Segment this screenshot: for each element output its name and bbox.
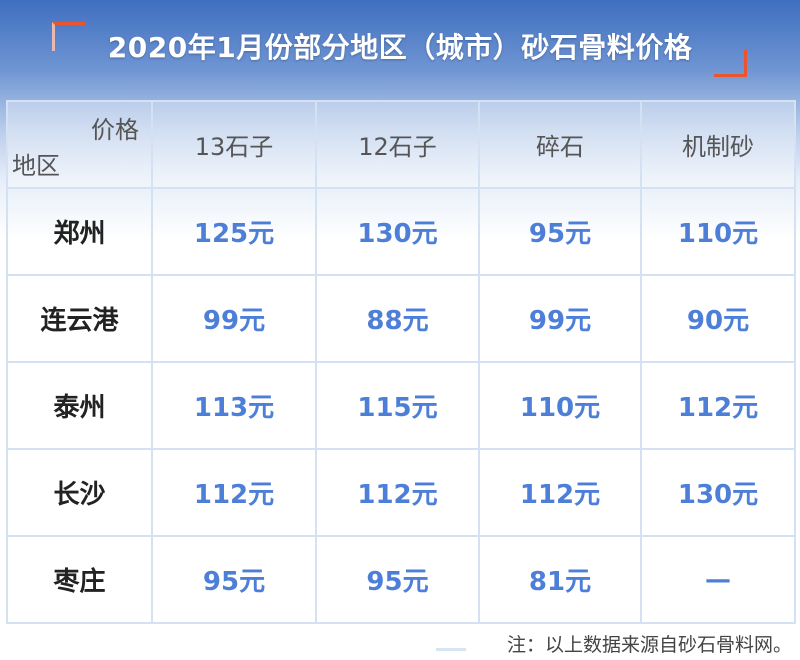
price-cell: 112元 bbox=[640, 361, 796, 450]
table-row: 枣庄 95元 95元 81元 — bbox=[6, 535, 796, 624]
city-cell: 枣庄 bbox=[6, 535, 153, 624]
price-cell: — bbox=[640, 535, 796, 624]
corner-region-label: 地区 bbox=[12, 152, 60, 180]
price-cell: 99元 bbox=[151, 274, 317, 363]
city-cell: 连云港 bbox=[6, 274, 153, 363]
column-header: 碎石 bbox=[478, 100, 642, 189]
column-header: 13石子 bbox=[151, 100, 317, 189]
price-cell: 112元 bbox=[315, 448, 480, 537]
price-cell: 115元 bbox=[315, 361, 480, 450]
city-cell: 郑州 bbox=[6, 187, 153, 276]
price-cell: 110元 bbox=[478, 361, 642, 450]
price-table: 价格 地区 13石子 12石子 碎石 机制砂 郑州 125元 130元 95元 … bbox=[6, 100, 796, 624]
price-cell: 113元 bbox=[151, 361, 317, 450]
price-cell: 95元 bbox=[315, 535, 480, 624]
table-row: 郑州 125元 130元 95元 110元 bbox=[6, 187, 796, 276]
table-row: 长沙 112元 112元 112元 130元 bbox=[6, 448, 796, 537]
source-note: 注：以上数据来源自砂石骨料网。 bbox=[506, 634, 792, 656]
price-cell: 110元 bbox=[640, 187, 796, 276]
column-header: 12石子 bbox=[315, 100, 480, 189]
title-bracket-right bbox=[714, 50, 747, 77]
table-row: 泰州 113元 115元 110元 112元 bbox=[6, 361, 796, 450]
corner-price-label: 价格 bbox=[91, 116, 139, 144]
corner-cell: 价格 地区 bbox=[6, 100, 153, 189]
price-cell: 81元 bbox=[478, 535, 642, 624]
column-header: 机制砂 bbox=[640, 100, 796, 189]
header-row: 价格 地区 13石子 12石子 碎石 机制砂 bbox=[6, 100, 796, 189]
price-cell: 125元 bbox=[151, 187, 317, 276]
price-cell: 130元 bbox=[315, 187, 480, 276]
price-cell: 99元 bbox=[478, 274, 642, 363]
price-cell: 130元 bbox=[640, 448, 796, 537]
price-cell: 90元 bbox=[640, 274, 796, 363]
city-cell: 泰州 bbox=[6, 361, 153, 450]
table-row: 连云港 99元 88元 99元 90元 bbox=[6, 274, 796, 363]
price-cell: 88元 bbox=[315, 274, 480, 363]
price-cell: 95元 bbox=[151, 535, 317, 624]
city-cell: 长沙 bbox=[6, 448, 153, 537]
title-bracket-left bbox=[52, 22, 85, 51]
note-divider bbox=[436, 648, 466, 651]
price-cell: 112元 bbox=[478, 448, 642, 537]
page-title: 2020年1月份部分地区（城市）砂石骨料价格 bbox=[107, 31, 693, 64]
price-cell: 95元 bbox=[478, 187, 642, 276]
price-cell: 112元 bbox=[151, 448, 317, 537]
